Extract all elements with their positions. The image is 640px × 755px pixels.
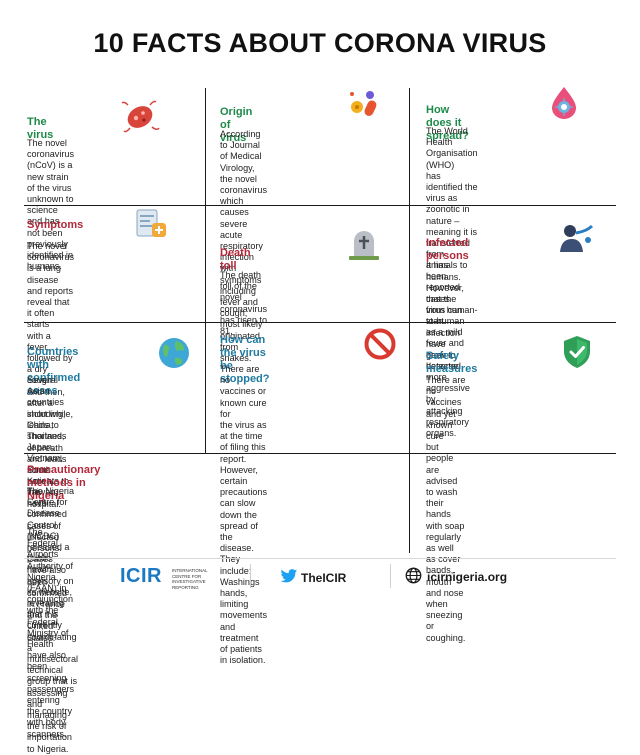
text-line: However, certain precautions can slow [220,464,268,509]
icir-logo[interactable]: ICIR [120,565,162,587]
page-title: 10 FACTS ABOUT CORONA VIRUS [93,28,547,58]
text-line: new strain of the virus unknown to [27,171,74,205]
text-line: According to Journal of Medical [220,129,262,162]
card-heading: Precautionary methods in Nigeria [27,464,101,502]
text-line: aggressive by attacking respiratory orga… [426,383,470,439]
text-line: but people are advised to wash their han… [426,442,458,520]
row-divider-2 [24,322,616,323]
text-line: nature – meaning it is transferred from [426,215,478,260]
text-line: Health have also been screening passenge… [27,639,75,739]
heading-line: Countries with [27,346,79,371]
text-line: The Federal Airports Authority of Nigeri… [27,527,74,638]
text-line: identified in humans. [27,250,74,272]
text-line: the virus as at the time of filing this … [220,420,267,464]
text-line: There are no vaccines or known cure for [220,364,267,419]
text-line: shortness of breath and leads some [27,431,67,476]
website-link[interactable]: icirnigeria.org [427,570,508,584]
heading-line: be stopped? [220,360,270,385]
card-heading: Countries with confirmed cases [27,346,80,398]
twitter-handle[interactable]: TheICIR [301,571,347,585]
card-heading: Death toll [220,247,251,272]
text-line: as a mild fever and grow to become more [426,327,464,383]
text-line: causes severe acute respiratory [220,207,263,252]
text-line: patients to the hospital. [27,476,69,509]
text-line: with soap regularly as well as cover han… [426,520,465,576]
text-line: It has been reported that the virus can … [426,260,463,327]
text-line: Thailand, Japan, Vietnam, South Korea, [27,431,65,486]
text-line: with a fever, followed by a dry cough [27,330,73,386]
card-heading: How can the virus be stopped? [220,334,270,386]
text-line: from human-to-human infection have [426,305,478,349]
virus-icon [121,100,160,133]
text-line: in isolation. [220,655,266,666]
text-line: The novel coronavirus is a lung disease [27,241,75,285]
text-line: and reports reveal that it often starts [27,285,74,330]
text-line: science and has not been previously [27,205,68,249]
col-divider-3 [409,453,410,553]
text-line: infection with symptoms including [220,252,262,296]
text-line: The World Health Organisation (WHO) [426,126,478,170]
text-line: The novel coronavirus (nCoV) is a [27,138,75,171]
text-line: movements and treatment of patients [220,610,268,655]
col-divider-1a [205,88,206,453]
sick-person-icon [560,224,594,252]
shield-check-icon [564,336,590,368]
row-divider-3 [24,453,616,454]
logo-sub-line: INVESTIGATIVE [172,579,206,584]
medical-report-icon [136,209,166,237]
text-line: and then, after a short while, leads to [27,386,73,431]
text-line: has identified the virus as zoonotic in [426,170,478,215]
text-line: Taiwan have confirmed cases of [27,487,67,531]
twitter-icon[interactable] [280,569,298,584]
bacteria-icon [350,91,377,116]
text-line: infected persons. Cases have also [27,531,66,576]
logo-sub-line: INTERNATIONAL [172,568,208,573]
footer-separator [250,564,251,588]
tombstone-icon [349,231,379,260]
droplet-virus-icon [552,87,576,119]
logo-sub-line: CENTRE FOR [172,573,202,579]
heading-line: How can the virus [220,334,266,359]
text-line: They include: Washings hands, limiting [220,554,260,610]
card-heading: How does it spread? [426,104,469,142]
card-heading: The virus [27,116,54,141]
text-line: from snakes. [220,341,252,364]
card-heading: Symptoms [27,219,84,231]
globe-icon [159,338,189,368]
text-line: mouth and nose when sneezing or coughing… [426,576,466,643]
row-divider-1 [24,205,616,206]
text-line: Virology, the novel coronavirus which [220,162,268,207]
text-line: fever and cough, most likely originated [220,297,263,341]
prohibited-icon [364,328,396,360]
globe-web-icon[interactable] [405,567,422,584]
col-divider-2a [409,88,410,453]
footer-divider [24,558,616,559]
card-heading: Safety measures [426,350,478,375]
card-heading: Infected persons [426,237,469,262]
logo-sub-line: REPORTING [172,584,199,590]
text-line: animals to humans. However, cases [426,260,468,305]
text-line: down the spread of the disease. [220,509,258,554]
text-line: There are no vaccines and yet known cure [426,375,466,442]
text-line: been detected. [426,350,464,372]
icir-logo-subtitle: INTERNATIONAL CENTRE FOR INVESTIGATIVE R… [172,568,222,590]
text-line: has risen to 81. [220,314,268,337]
footer-separator [390,564,391,588]
text-line: The death toll of the novel coronavirus [220,270,268,314]
heading-line: confirmed cases [27,372,81,397]
text-line: Several Asian countries including; China… [27,375,66,430]
card-heading: Origin of virus [220,106,253,144]
